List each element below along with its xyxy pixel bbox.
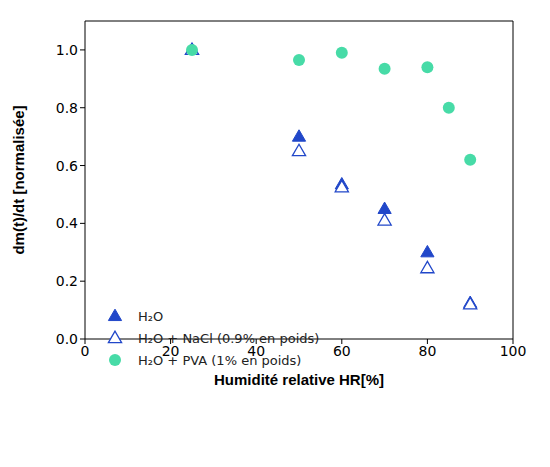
svg-text:1.0: 1.0 <box>56 42 78 58</box>
svg-text:0.4: 0.4 <box>56 215 78 231</box>
svg-text:0.8: 0.8 <box>56 100 78 116</box>
svg-text:40: 40 <box>247 343 265 359</box>
svg-text:0.2: 0.2 <box>56 273 78 289</box>
svg-text:20: 20 <box>162 343 180 359</box>
svg-text:60: 60 <box>333 343 351 359</box>
svg-text:Humidité relative HR[%]: Humidité relative HR[%] <box>214 371 384 388</box>
svg-text:0.0: 0.0 <box>56 331 78 347</box>
svg-text:dm(t)/dt [normalisée]: dm(t)/dt [normalisée] <box>10 105 27 254</box>
svg-text:0.6: 0.6 <box>56 158 78 174</box>
svg-text:0: 0 <box>81 343 90 359</box>
svg-text:80: 80 <box>418 343 436 359</box>
svg-text:100: 100 <box>500 343 527 359</box>
